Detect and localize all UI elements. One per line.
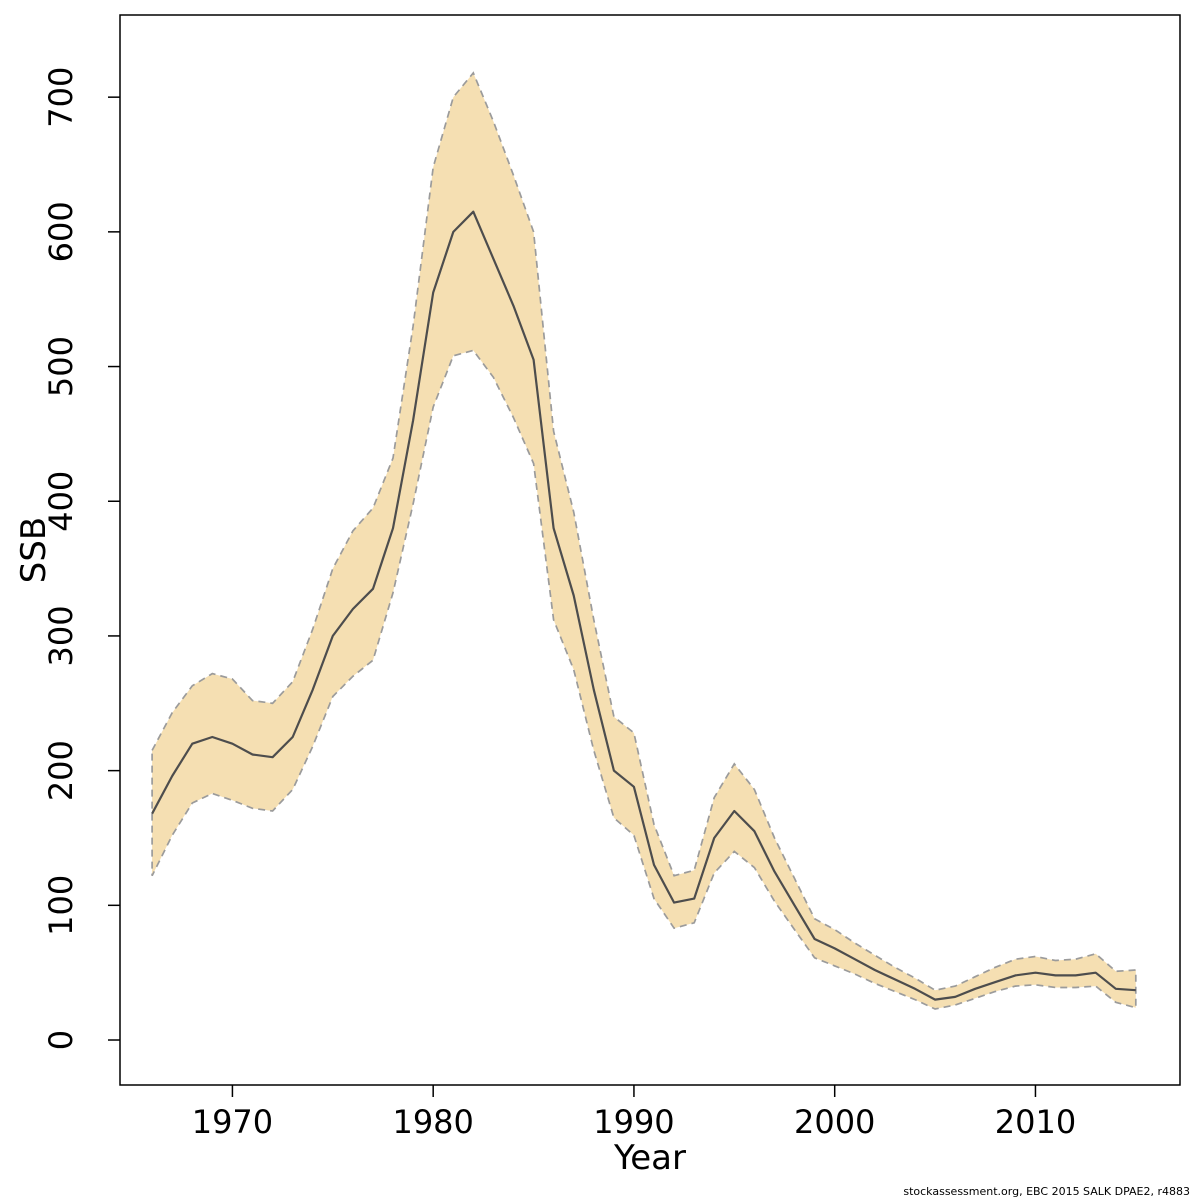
- footer-attribution: stockassessment.org, EBC 2015 SALK DPAE2…: [903, 1185, 1190, 1198]
- x-tick-label: 1990: [593, 1103, 674, 1141]
- y-tick-label: 100: [42, 875, 80, 936]
- y-tick-label: 500: [42, 336, 80, 397]
- y-tick-label: 600: [42, 201, 80, 262]
- y-tick-label: 200: [42, 740, 80, 801]
- x-tick-label: 2000: [794, 1103, 875, 1141]
- ssb-line: [151, 210, 1136, 1001]
- x-tick-label: 2010: [995, 1103, 1076, 1141]
- y-tick-label: 0: [42, 1030, 80, 1050]
- y-tick-label: 400: [42, 471, 80, 532]
- y-axis-title: SSB: [14, 516, 54, 584]
- x-axis-title: Year: [614, 1138, 686, 1178]
- x-tick-label: 1980: [392, 1103, 473, 1141]
- plot-border: [119, 14, 1181, 1086]
- confidence-band: [151, 71, 1137, 1010]
- y-tick-label: 300: [42, 605, 80, 666]
- y-tick-label: 700: [42, 67, 80, 128]
- x-tick-label: 1970: [192, 1103, 273, 1141]
